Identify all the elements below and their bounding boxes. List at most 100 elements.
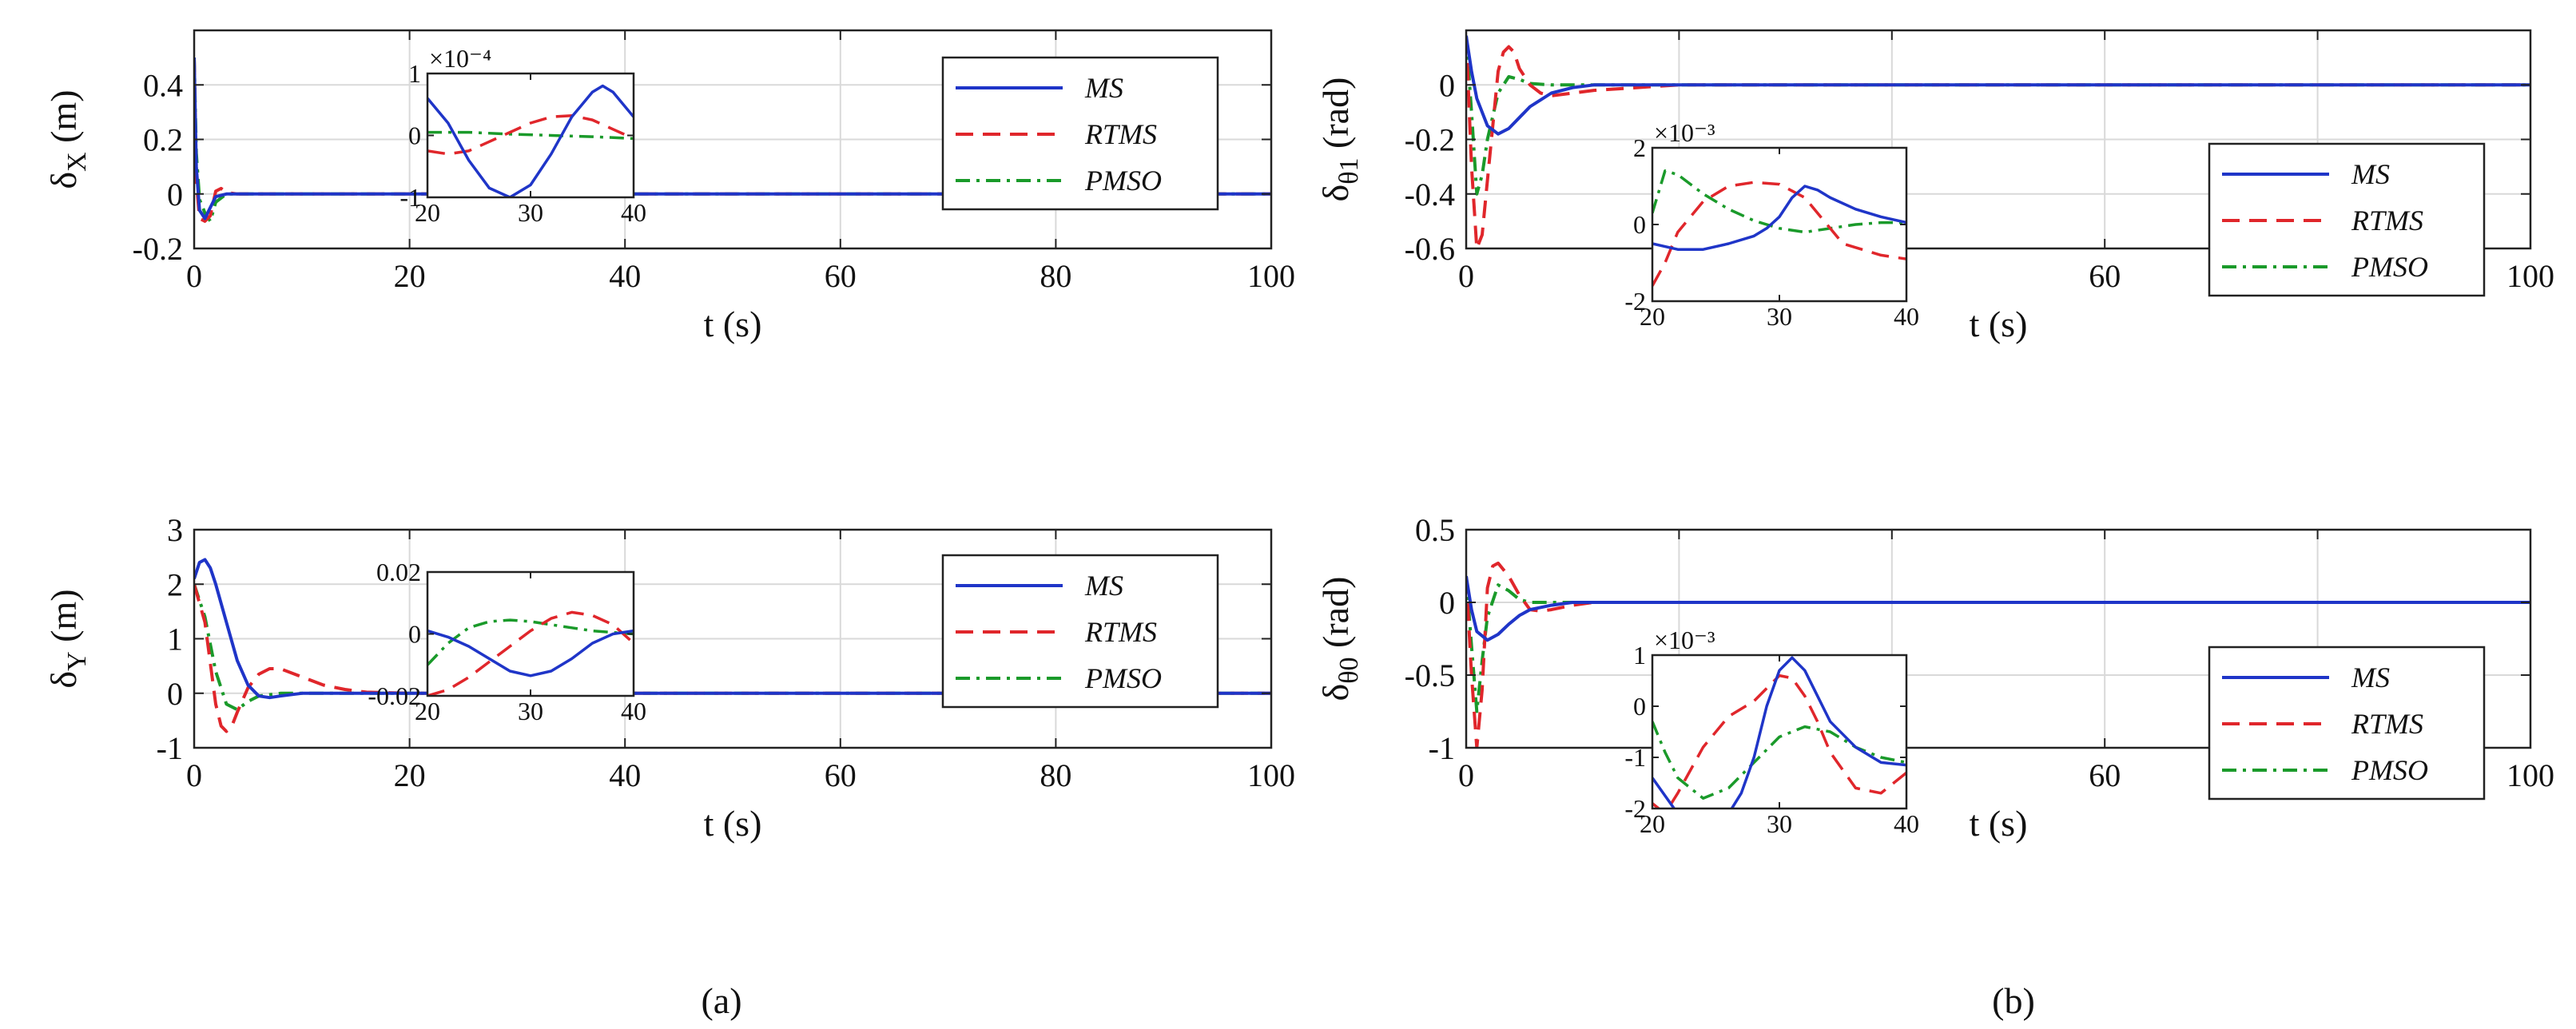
panel-a-bottom-xtick-label-2: 40 [609, 757, 641, 793]
panel-a-top-xtick-label-5: 100 [1247, 258, 1295, 294]
panel-b-bottom-inset-exponent: ×10⁻³ [1654, 626, 1715, 654]
panel-b-bottom-ytick-label-1: -0.5 [1405, 658, 1455, 693]
panel-a-bottom-inset-line-pmso [427, 618, 634, 666]
panel-b-bottom-ytick-label-0: -1 [1429, 730, 1455, 766]
panel-b-top-inset-ytick-label-2: 2 [1633, 133, 1646, 162]
panel-b-top-inset-xtick-label-1: 30 [1767, 302, 1792, 331]
panel-b-top-inset-exponent: ×10⁻³ [1654, 118, 1715, 147]
panel-b-top-ylabel-subscript: θ1 [1334, 157, 1364, 184]
panel-b-bottom-inset: 20 30 40 -2 -1 0 1 ×10⁻³ [1624, 626, 1919, 838]
panel-a-top-inset-ytick-label-2: 1 [408, 59, 421, 88]
panel-a-top-legend-label-ms: MS [1084, 72, 1123, 104]
panel-b-bottom-xtick-label-3: 60 [2089, 757, 2121, 793]
panel-a-bottom-ylabel-subscript: Y [62, 651, 92, 671]
panel-b-bottom-legend: MS RTMS PMSO [2208, 646, 2486, 801]
panel-b-bottom-xlabel: t (s) [1970, 803, 2028, 844]
panel-a-top: 0 20 40 60 80 100-0.200.20.4t (s)δX (m)20 30 40… [43, 29, 1295, 344]
panel-b-bottom-series-group [1466, 561, 2530, 748]
panel-b-bottom-inset-ytick-label-3: 1 [1633, 641, 1646, 669]
panel-a-bottom-ylabel-unit: (m) [43, 589, 84, 651]
panel-a-bottom-legend: MS RTMS PMSO [941, 554, 1219, 709]
panel-a-top-xlabel: t (s) [704, 304, 762, 344]
panel-a-bottom-xlabel: t (s) [704, 803, 762, 844]
panel-b-top-line-pmso [1466, 35, 2530, 196]
panel-a-bottom-ytick-label-1: 0 [167, 676, 183, 712]
panel-a-top-ytick-label-2: 0.2 [143, 122, 183, 158]
panel-a-bottom-line-rtms [194, 583, 1271, 733]
panel-b-bottom-inset-xtick-label-1: 30 [1767, 809, 1792, 838]
panel-b-top-inset-line-ms [1652, 185, 1906, 251]
panel-b-top-series-group [1466, 35, 2530, 248]
panel-a-bottom-legend-label-pmso: PMSO [1084, 662, 1162, 694]
panel-a-bottom-ytick-label-0: -1 [157, 730, 183, 766]
panel-b-bottom-legend-label-pmso: PMSO [2351, 754, 2428, 786]
panel-b-bottom-xtick-label-5: 100 [2506, 757, 2554, 793]
panel-a-top-inset-line-ms [427, 84, 634, 197]
panel-a-bottom-inset-xtick-label-0: 20 [415, 697, 440, 725]
panel-b-top-ylabel-unit: (rad) [1315, 77, 1356, 158]
panel-a-bottom-inset-series-group [427, 610, 634, 696]
panel-b-top-xtick-label-3: 60 [2089, 258, 2121, 294]
panel-a-bottom-inset-ytick-label-1: 0 [408, 620, 421, 649]
panel-b-top-legend-label-pmso: PMSO [2351, 251, 2428, 283]
panel-b-top-line-rtms [1466, 35, 2530, 248]
panel-a-bottom-inset-xtick-label-2: 40 [621, 697, 646, 725]
panel-a-top-inset-series-group [427, 84, 634, 197]
panel-b-top-xtick-label-5: 100 [2506, 258, 2554, 294]
panel-b-top-inset-line-rtms [1652, 181, 1906, 287]
panel-b-bottom-ylabel-symbol: δ [1315, 684, 1356, 701]
panel-a-top-ytick-label-0: -0.2 [133, 231, 183, 267]
panel-b-top-legend: MS RTMS PMSO [2208, 142, 2486, 297]
panel-a-bottom-legend-label-ms: MS [1084, 570, 1123, 602]
panel-a-bottom-ylabel: δY (m) [43, 589, 92, 688]
panel-a-bottom-ytick-label-3: 2 [167, 566, 183, 602]
panel-b-top-ylabel: δθ1 (rad) [1315, 77, 1364, 202]
panel-a-top-xtick-label-3: 60 [825, 258, 857, 294]
panel-a-top-inset-exponent: ×10⁻⁴ [429, 44, 491, 73]
panel-b-top-line-ms [1466, 35, 2530, 136]
caption-a: (a) [701, 980, 741, 1021]
panel-a-bottom-xtick-label-1: 20 [394, 757, 426, 793]
panel-b-top-inset: 20 30 40 -2 0 2 ×10⁻³ [1624, 118, 1919, 331]
panel-a-bottom-ytick-label-4: 3 [167, 512, 183, 548]
panel-a-top-inset: 20 30 40 -1 0 1 ×10⁻⁴ [400, 44, 646, 227]
panel-b-top-ytick-label-3: 0 [1439, 67, 1455, 103]
panel-b-top-legend-label-rtms: RTMS [2351, 205, 2423, 236]
panel-b-bottom-inset-ytick-label-2: 0 [1633, 692, 1646, 721]
panel-a-top-xtick-label-1: 20 [394, 258, 426, 294]
panel-a-top-ytick-label-1: 0 [167, 177, 183, 213]
panel-a-bottom-line-pmso [194, 583, 1271, 712]
panel-a-bottom-xtick-label-0: 0 [186, 757, 202, 793]
panel-a-bottom-xtick-label-5: 100 [1247, 757, 1295, 793]
panel-a-bottom-line-ms [194, 558, 1271, 700]
panel-b-bottom-inset-ytick-label-0: -2 [1624, 794, 1646, 823]
panel-b-top-inset-line-pmso [1652, 169, 1906, 234]
panel-b-bottom-line-rtms [1466, 561, 2530, 748]
panel-a-bottom-series-group [194, 558, 1271, 733]
panel-a-top-legend-label-rtms: RTMS [1084, 118, 1157, 150]
panel-a-top-ylabel: δX (m) [43, 89, 92, 189]
panel-a-bottom-inset: 20 30 40 -0.02 0 0.02 [368, 558, 646, 725]
panel-b-top-ylabel-symbol: δ [1315, 185, 1356, 202]
panel-b-bottom-inset-xtick-label-0: 20 [1640, 809, 1665, 838]
panel-a-top-inset-xtick-label-1: 30 [518, 198, 543, 227]
panel-a-bottom-inset-line-ms [427, 629, 634, 677]
panel-b-top-inset-series-group [1652, 169, 1906, 287]
panel-b-top-inset-xtick-label-0: 20 [1640, 302, 1665, 331]
panel-a-top-ylabel-symbol: δ [43, 172, 84, 189]
panel-a-top-line-ms [194, 58, 1271, 220]
panel-a-bottom-xtick-label-4: 80 [1040, 757, 1071, 793]
panel-b-bottom-ylabel-subscript: θ0 [1334, 657, 1364, 683]
panel-a-top-ylabel-unit: (m) [43, 89, 84, 152]
panel-b-bottom-ylabel-unit: (rad) [1315, 577, 1356, 658]
caption-b: (b) [1992, 980, 2035, 1021]
panel-a-top-inset-line-pmso [427, 130, 634, 141]
panel-a-top-inset-ytick-label-0: -1 [400, 183, 421, 212]
panel-b-bottom-ytick-label-3: 0.5 [1415, 512, 1455, 548]
panel-b-bottom-inset-line-rtms [1652, 673, 1906, 808]
panel-a-bottom-xtick-label-3: 60 [825, 757, 857, 793]
panel-b-top-inset-ytick-label-0: -2 [1624, 287, 1646, 316]
